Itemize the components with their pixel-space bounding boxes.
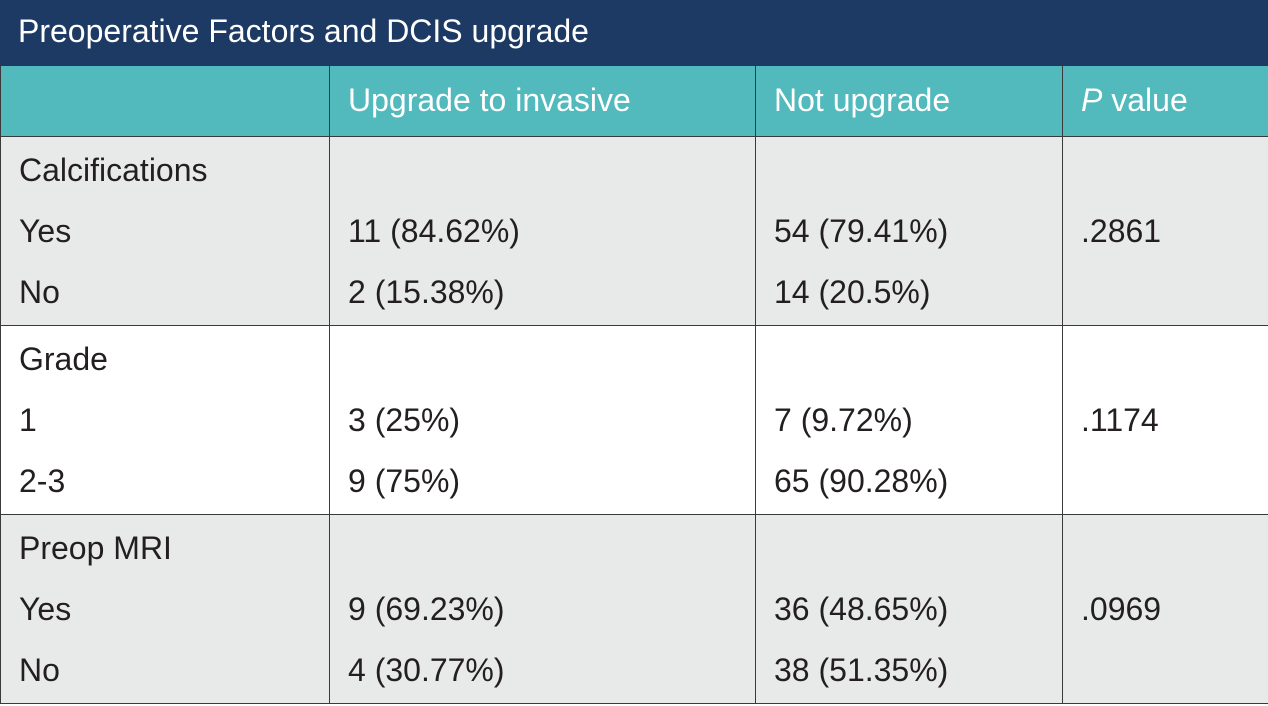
- upgrade-value: 2 (15.38%): [348, 274, 505, 310]
- group-label: Calcifications: [19, 152, 208, 188]
- factor-cell: Preop MRI Yes No: [0, 514, 330, 704]
- not-upgrade-value: 14 (20.5%): [774, 274, 931, 310]
- not-upgrade-value: 65 (90.28%): [774, 463, 949, 499]
- header-row: Upgrade to invasive Not upgrade P value: [0, 66, 1268, 137]
- row-label: Yes: [19, 213, 72, 249]
- upgrade-value: 9 (75%): [348, 463, 461, 499]
- header-p-rest: value: [1102, 82, 1188, 118]
- row-label: Yes: [19, 591, 72, 627]
- header-empty: [0, 66, 330, 137]
- upgrade-cell: 9 (69.23%) 4 (30.77%): [329, 514, 756, 704]
- p-value-cell: .0969: [1062, 514, 1268, 704]
- header-p-italic: P: [1081, 82, 1103, 118]
- not-upgrade-cell: 7 (9.72%) 65 (90.28%): [755, 325, 1063, 515]
- upgrade-value: 11 (84.62%): [348, 213, 520, 249]
- p-value: .1174: [1081, 402, 1159, 438]
- header-p-value: P value: [1062, 66, 1268, 137]
- not-upgrade-value: 54 (79.41%): [774, 213, 949, 249]
- data-table: Upgrade to invasive Not upgrade P value …: [0, 66, 1268, 704]
- group-label: Grade: [19, 341, 108, 377]
- row-label: 1: [19, 402, 37, 438]
- table-row-calcifications: Calcifications Yes No 11 (84.62%) 2 (15.…: [0, 136, 1268, 326]
- factor-cell: Calcifications Yes No: [0, 136, 330, 326]
- not-upgrade-cell: 54 (79.41%) 14 (20.5%): [755, 136, 1063, 326]
- upgrade-cell: 11 (84.62%) 2 (15.38%): [329, 136, 756, 326]
- header-upgrade: Upgrade to invasive: [329, 66, 756, 137]
- upgrade-value: 4 (30.77%): [348, 652, 505, 688]
- row-label: No: [19, 652, 60, 688]
- not-upgrade-value: 7 (9.72%): [774, 402, 913, 438]
- p-value: .2861: [1081, 213, 1162, 249]
- table-title: Preoperative Factors and DCIS upgrade: [0, 0, 1268, 66]
- not-upgrade-value: 36 (48.65%): [774, 591, 949, 627]
- factor-cell: Grade 1 2-3: [0, 325, 330, 515]
- p-value-cell: .1174: [1062, 325, 1268, 515]
- not-upgrade-value: 38 (51.35%): [774, 652, 949, 688]
- group-label: Preop MRI: [19, 530, 172, 566]
- header-not-upgrade: Not upgrade: [755, 66, 1063, 137]
- table-row-preop-mri: Preop MRI Yes No 9 (69.23%) 4 (30.77%) 3…: [0, 514, 1268, 704]
- table-row-grade: Grade 1 2-3 3 (25%) 9 (75%) 7 (9.72%) 65…: [0, 325, 1268, 515]
- upgrade-cell: 3 (25%) 9 (75%): [329, 325, 756, 515]
- p-value: .0969: [1081, 591, 1162, 627]
- row-label: No: [19, 274, 60, 310]
- not-upgrade-cell: 36 (48.65%) 38 (51.35%): [755, 514, 1063, 704]
- row-label: 2-3: [19, 463, 66, 499]
- p-value-cell: .2861: [1062, 136, 1268, 326]
- upgrade-value: 9 (69.23%): [348, 591, 505, 627]
- upgrade-value: 3 (25%): [348, 402, 461, 438]
